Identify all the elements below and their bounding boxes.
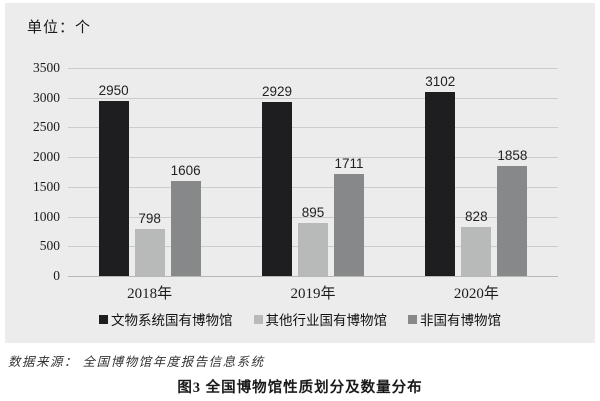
gridline: [68, 276, 558, 277]
bar: [261, 101, 292, 276]
y-tick-label: 3500: [33, 60, 60, 75]
legend-swatch-icon: [253, 314, 263, 324]
bar-value-label: 828: [465, 208, 488, 224]
bar-group: 2929 895 1711: [231, 84, 394, 276]
y-tick-label: 500: [39, 238, 60, 254]
y-tick-label: 2500: [33, 119, 60, 135]
bar-group: 2950 798 1606: [68, 83, 231, 276]
bar-group: 3102 828 1858: [395, 74, 558, 276]
legend-item: 其他行业国有博物馆: [253, 309, 388, 329]
bar-with-label: 1606: [171, 163, 201, 276]
bar: [425, 91, 456, 276]
bar-value-label: 895: [301, 204, 325, 220]
gridline: [68, 97, 558, 99]
bar-with-label: 895: [298, 204, 329, 276]
x-axis-label: 2019年: [290, 286, 336, 302]
y-tick-label: 0: [53, 268, 60, 283]
bar-with-label: 2950: [99, 83, 129, 276]
chart-panel: 单位：个 0 500 1000 1500 2000 2500 3000 3500 2950 79…: [5, 3, 595, 343]
gridline: [68, 68, 558, 69]
gridline: [68, 157, 558, 159]
legend-item: 非国有博物馆: [408, 309, 501, 329]
x-axis-label: 2018年: [127, 286, 173, 302]
bar: [134, 228, 165, 276]
plot-area: 2950 798 1606 2929 895 1711 3102 828 1858: [68, 68, 558, 277]
x-axis-label: 2020年: [453, 286, 499, 302]
bar: [170, 180, 201, 276]
gridline: [68, 216, 558, 218]
bar-value-label: 1858: [497, 147, 528, 163]
bar: [298, 222, 329, 276]
bar-groups: 2950 798 1606 2929 895 1711 3102 828 1858: [68, 68, 558, 276]
gridline: [68, 127, 558, 129]
bar: [461, 226, 492, 276]
y-tick-label: 1500: [33, 178, 60, 194]
legend-swatch-icon: [99, 314, 108, 324]
bar-with-label: 1858: [497, 148, 527, 276]
bar-value-label: 1606: [170, 162, 201, 178]
bar-with-label: 2929: [262, 84, 292, 276]
y-tick-label: 2000: [33, 149, 60, 165]
bar-value-label: 798: [138, 210, 161, 226]
y-axis: 0 500 1000 1500 2000 2500 3000 3500: [5, 61, 60, 283]
bar-with-label: 798: [134, 210, 165, 276]
legend-item: 文物系统国有博物馆: [99, 309, 233, 329]
bar-value-label: 2929: [261, 83, 293, 99]
bar: [98, 100, 129, 276]
y-tick-label: 1000: [33, 208, 60, 224]
bar-with-label: 1711: [334, 156, 365, 276]
bar-value-label: 1711: [334, 156, 364, 172]
y-tick-label: 3000: [33, 89, 60, 105]
unit-label: 单位：个: [27, 20, 92, 36]
bar-value-label: 2950: [98, 82, 129, 98]
bar-with-label: 3102: [425, 74, 455, 276]
legend: 文物系统国有博物馆 其他行业国有博物馆 非国有博物馆: [5, 309, 595, 329]
bar: [497, 165, 528, 276]
bar-with-label: 828: [461, 208, 492, 276]
bar-value-label: 3102: [425, 73, 456, 89]
gridline: [68, 186, 558, 188]
legend-swatch-icon: [408, 314, 417, 324]
x-axis: 2018年 2019年 2020年: [68, 282, 558, 303]
legend-label: 非国有博物馆: [420, 313, 501, 328]
source-note: 数据来源： 全国博物馆年度报告信息系统: [8, 355, 265, 369]
bar: [334, 174, 365, 276]
legend-label: 文物系统国有博物馆: [111, 313, 233, 328]
figure-caption: 图3 全国博物馆性质划分及数量分布: [177, 380, 423, 396]
legend-label: 其他行业国有博物馆: [265, 313, 388, 328]
